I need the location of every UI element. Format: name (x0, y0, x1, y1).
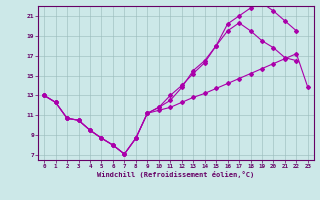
X-axis label: Windchill (Refroidissement éolien,°C): Windchill (Refroidissement éolien,°C) (97, 171, 255, 178)
